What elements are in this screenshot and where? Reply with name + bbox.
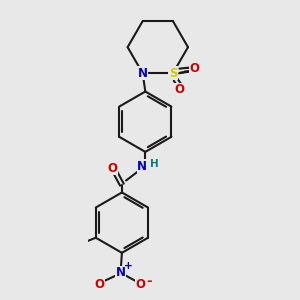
Text: H: H (150, 159, 159, 170)
Text: =: = (182, 64, 192, 77)
Text: O: O (136, 278, 146, 290)
Text: N: N (137, 160, 147, 173)
Text: O: O (190, 64, 200, 77)
Text: O: O (107, 161, 118, 175)
Text: N: N (116, 266, 126, 279)
Text: O: O (94, 278, 104, 290)
Text: S: S (169, 67, 177, 80)
Text: +: + (124, 261, 133, 272)
Text: O: O (174, 83, 184, 97)
Text: -: - (146, 275, 152, 289)
Text: O: O (190, 62, 200, 75)
Text: N: N (138, 67, 148, 80)
